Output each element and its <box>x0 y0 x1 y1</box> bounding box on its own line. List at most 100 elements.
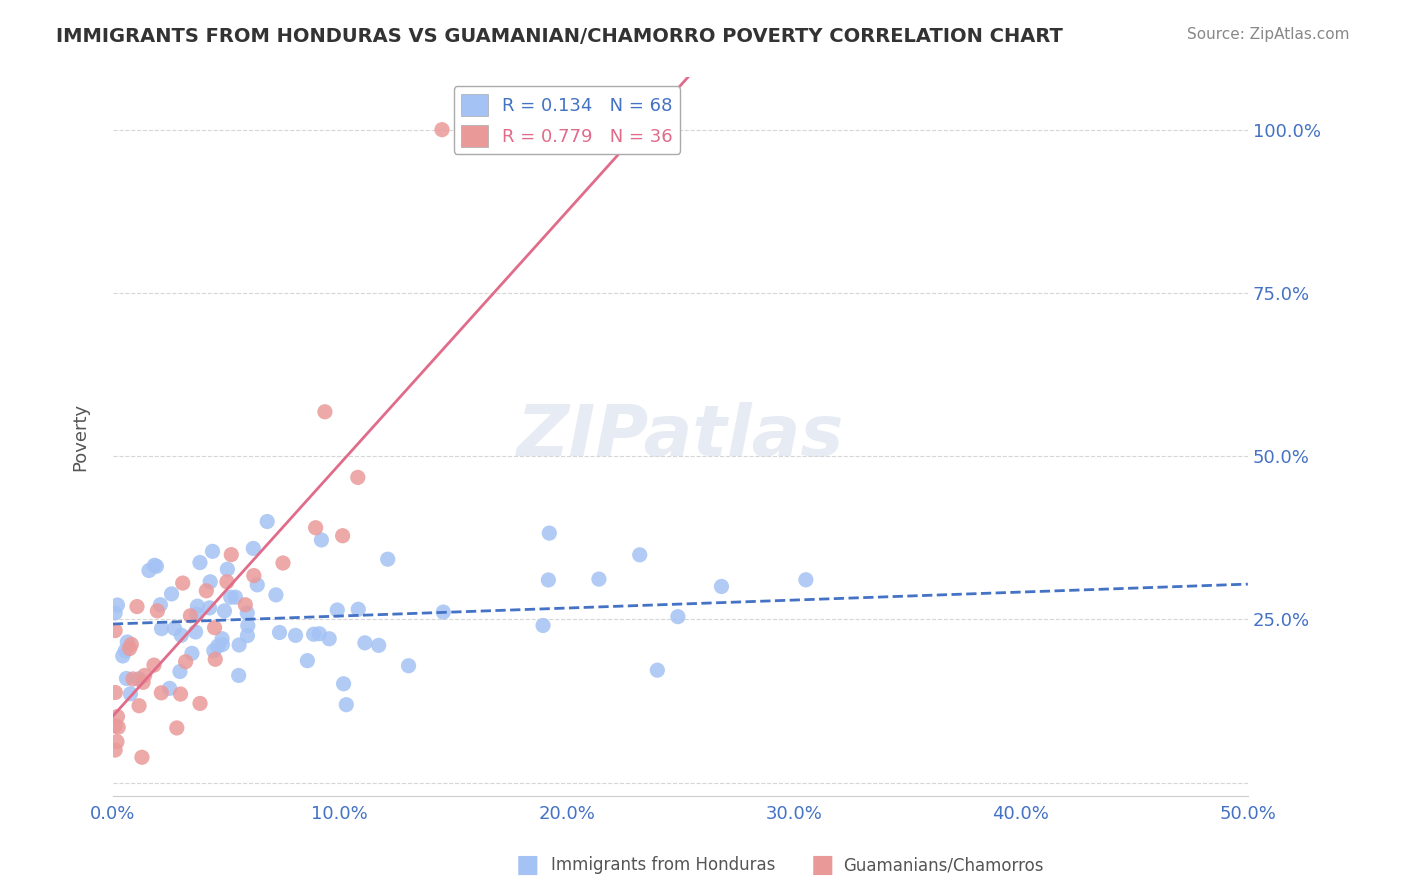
Point <box>354 636 377 650</box>
Point <box>308 626 330 640</box>
Point <box>537 573 560 587</box>
Point <box>128 698 150 713</box>
Point <box>214 604 236 618</box>
Point <box>201 544 224 558</box>
Point <box>304 521 326 535</box>
Point <box>204 621 226 635</box>
Point <box>430 122 453 136</box>
Point <box>326 603 349 617</box>
Text: ■: ■ <box>811 854 834 877</box>
Point <box>104 719 127 733</box>
Point <box>538 526 561 541</box>
Point <box>184 624 207 639</box>
Point <box>710 579 733 593</box>
Point <box>297 654 319 668</box>
Point <box>211 638 233 652</box>
Point <box>236 606 259 620</box>
Point <box>125 599 148 614</box>
Point <box>217 562 239 576</box>
Point <box>132 675 155 690</box>
Point <box>271 556 294 570</box>
Point <box>335 698 357 712</box>
Point <box>284 628 307 642</box>
Point <box>314 405 336 419</box>
Point <box>107 598 129 612</box>
Point <box>332 529 354 543</box>
Point <box>143 658 166 673</box>
Point <box>219 591 242 605</box>
Point <box>169 687 191 701</box>
Point <box>186 599 208 614</box>
Point <box>115 672 138 686</box>
Point <box>105 734 128 748</box>
Point <box>198 574 221 589</box>
Point <box>160 587 183 601</box>
Point <box>794 573 817 587</box>
Text: ZIPatlas: ZIPatlas <box>516 402 844 471</box>
Point <box>628 548 651 562</box>
Point <box>246 578 269 592</box>
Y-axis label: Poverty: Poverty <box>72 402 89 471</box>
Point <box>224 590 246 604</box>
Point <box>174 655 197 669</box>
Point <box>311 533 333 547</box>
Point <box>243 568 266 582</box>
Point <box>588 572 610 586</box>
Point <box>111 648 134 663</box>
Text: IMMIGRANTS FROM HONDURAS VS GUAMANIAN/CHAMORRO POVERTY CORRELATION CHART: IMMIGRANTS FROM HONDURAS VS GUAMANIAN/CH… <box>56 27 1063 45</box>
Point <box>143 558 166 573</box>
Point <box>666 609 689 624</box>
Point <box>188 697 211 711</box>
Point <box>264 588 287 602</box>
Point <box>398 658 420 673</box>
Point <box>131 750 153 764</box>
Point <box>104 606 127 620</box>
Text: ■: ■ <box>516 854 538 877</box>
Point <box>236 629 259 643</box>
Point <box>432 605 454 619</box>
Point <box>150 622 173 636</box>
Point <box>159 681 181 696</box>
Point <box>120 687 142 701</box>
Point <box>146 604 169 618</box>
Point <box>122 672 145 686</box>
Point <box>228 668 250 682</box>
Legend: R = 0.134   N = 68, R = 0.779   N = 36: R = 0.134 N = 68, R = 0.779 N = 36 <box>454 87 681 154</box>
Text: Source: ZipAtlas.com: Source: ZipAtlas.com <box>1187 27 1350 42</box>
Point <box>107 720 129 734</box>
Point <box>242 541 264 556</box>
Point <box>207 639 229 653</box>
Point <box>302 627 325 641</box>
Point <box>233 598 256 612</box>
Point <box>211 632 233 646</box>
Point <box>149 598 172 612</box>
Point <box>118 641 141 656</box>
Point <box>138 564 160 578</box>
Point <box>180 646 202 660</box>
Point <box>195 583 218 598</box>
Point <box>346 470 368 484</box>
Point <box>104 624 127 638</box>
Point <box>219 548 242 562</box>
Point <box>531 618 554 632</box>
Point <box>186 607 208 622</box>
Point <box>169 665 191 679</box>
Point <box>202 643 225 657</box>
Point <box>104 685 127 699</box>
Point <box>145 559 167 574</box>
Point <box>269 625 291 640</box>
Point <box>204 652 226 666</box>
Point <box>256 515 278 529</box>
Point <box>228 638 250 652</box>
Point <box>377 552 399 566</box>
Point <box>188 556 211 570</box>
Point <box>163 621 186 635</box>
Point <box>150 686 173 700</box>
Point <box>117 635 139 649</box>
Text: Immigrants from Honduras: Immigrants from Honduras <box>551 856 776 874</box>
Point <box>170 628 193 642</box>
Point <box>198 600 221 615</box>
Point <box>107 709 129 723</box>
Point <box>120 637 142 651</box>
Point <box>332 677 354 691</box>
